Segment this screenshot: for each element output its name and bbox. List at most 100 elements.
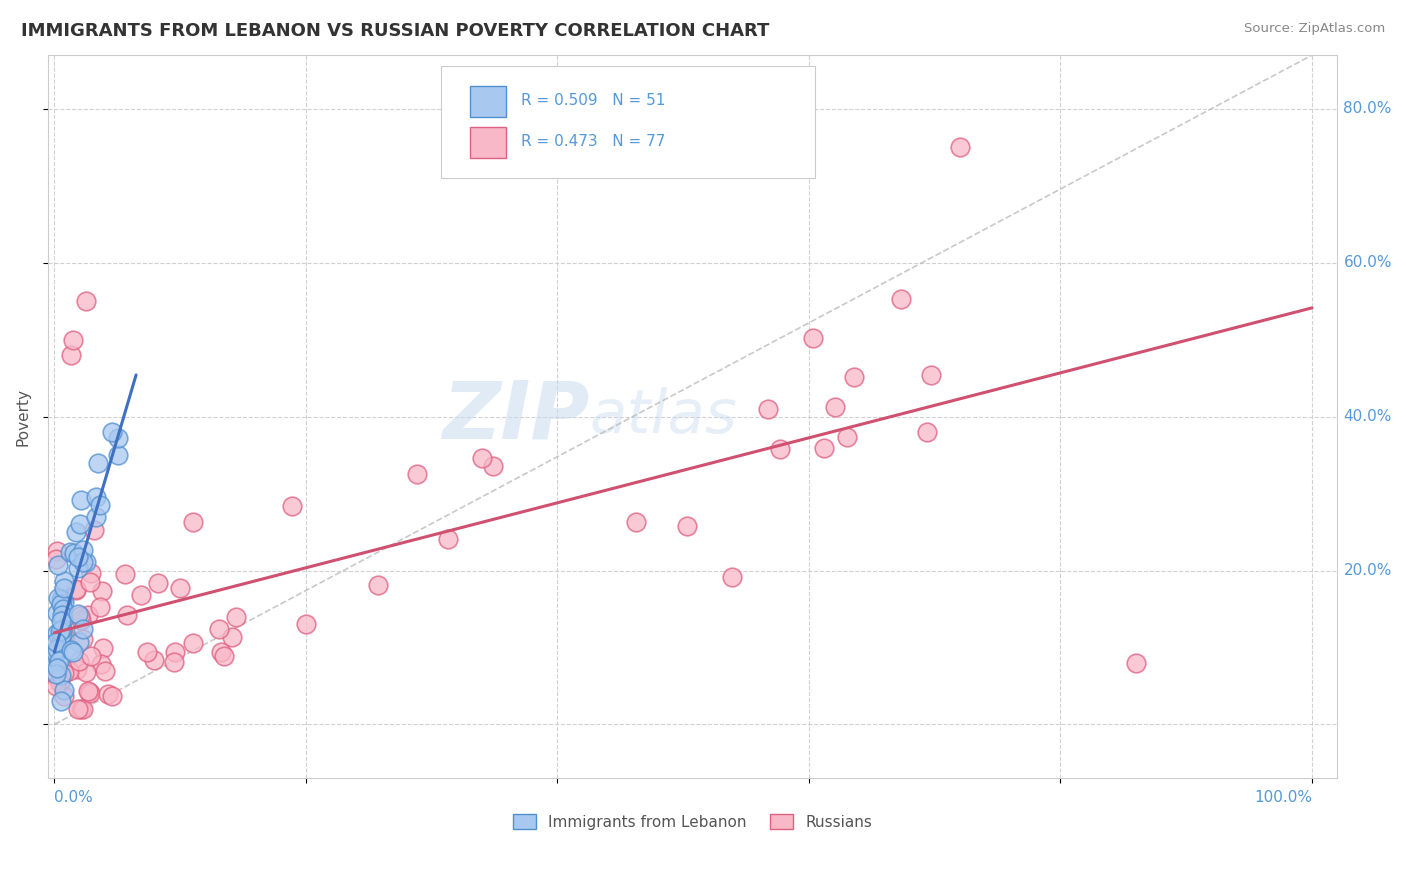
- Text: atlas: atlas: [589, 387, 737, 446]
- Point: [87, 456, 110, 470]
- Point: [146, 575, 169, 590]
- Point: [51, 627, 73, 641]
- FancyBboxPatch shape: [441, 66, 815, 178]
- Text: IMMIGRANTS FROM LEBANON VS RUSSIAN POVERTY CORRELATION CHART: IMMIGRANTS FROM LEBANON VS RUSSIAN POVER…: [21, 22, 769, 40]
- Point: [79, 686, 101, 700]
- Point: [481, 459, 503, 474]
- Point: [45, 646, 67, 660]
- Point: [208, 622, 231, 636]
- Point: [66, 561, 89, 575]
- Point: [48, 655, 70, 669]
- Legend: Immigrants from Lebanon, Russians: Immigrants from Lebanon, Russians: [508, 807, 877, 836]
- Point: [51, 608, 73, 623]
- Point: [79, 575, 101, 590]
- Point: [1125, 656, 1147, 670]
- Point: [51, 591, 73, 606]
- Point: [48, 632, 70, 646]
- Text: ZIP: ZIP: [441, 377, 589, 456]
- Point: [59, 545, 82, 559]
- Point: [835, 430, 858, 444]
- Point: [48, 653, 70, 667]
- Point: [49, 668, 72, 682]
- Point: [45, 635, 67, 649]
- Point: [107, 431, 129, 445]
- Point: [67, 550, 90, 565]
- Point: [52, 614, 75, 628]
- Point: [367, 578, 389, 592]
- Point: [80, 649, 103, 664]
- Text: 20.0%: 20.0%: [1344, 563, 1392, 578]
- Text: Source: ZipAtlas.com: Source: ZipAtlas.com: [1244, 22, 1385, 36]
- Point: [94, 664, 117, 678]
- Point: [51, 694, 73, 708]
- Point: [89, 498, 111, 512]
- Point: [53, 582, 76, 596]
- Point: [53, 683, 76, 698]
- Point: [90, 657, 112, 671]
- Point: [169, 581, 191, 595]
- Point: [221, 630, 243, 644]
- Point: [163, 655, 186, 669]
- Point: [97, 687, 120, 701]
- Text: 60.0%: 60.0%: [1344, 255, 1392, 270]
- Text: R = 0.473   N = 77: R = 0.473 N = 77: [522, 135, 665, 149]
- Point: [165, 645, 187, 659]
- Point: [890, 293, 912, 307]
- Point: [142, 653, 165, 667]
- Point: [69, 613, 91, 627]
- Point: [45, 679, 67, 693]
- Point: [51, 635, 73, 649]
- Point: [91, 640, 114, 655]
- Point: [52, 601, 75, 615]
- Point: [80, 566, 103, 580]
- Point: [72, 555, 94, 569]
- Point: [75, 294, 97, 309]
- Point: [46, 591, 69, 606]
- Point: [59, 348, 82, 362]
- Point: [48, 558, 70, 573]
- Point: [65, 582, 87, 597]
- Point: [209, 645, 232, 659]
- Point: [49, 614, 72, 628]
- Point: [65, 582, 87, 597]
- Point: [100, 425, 122, 439]
- Point: [181, 515, 204, 529]
- Point: [76, 607, 98, 622]
- Point: [406, 467, 429, 481]
- Text: 40.0%: 40.0%: [1344, 409, 1392, 425]
- Point: [129, 588, 152, 602]
- Point: [721, 570, 744, 584]
- Point: [89, 600, 111, 615]
- Point: [52, 690, 75, 704]
- Point: [52, 627, 75, 641]
- Point: [60, 643, 83, 657]
- Point: [77, 684, 100, 698]
- Point: [49, 676, 72, 690]
- Point: [52, 595, 75, 609]
- Text: R = 0.509   N = 51: R = 0.509 N = 51: [522, 93, 665, 108]
- Point: [756, 402, 779, 417]
- Point: [58, 665, 80, 679]
- Text: 100.0%: 100.0%: [1254, 789, 1312, 805]
- Point: [101, 689, 124, 703]
- Point: [75, 665, 97, 679]
- Point: [624, 515, 647, 529]
- Point: [62, 333, 84, 347]
- Point: [135, 645, 157, 659]
- Point: [72, 543, 94, 558]
- Point: [70, 702, 93, 716]
- Point: [69, 492, 91, 507]
- Point: [49, 624, 72, 639]
- Point: [51, 597, 73, 611]
- Point: [225, 610, 247, 624]
- Point: [915, 425, 938, 440]
- Point: [46, 661, 69, 675]
- Point: [69, 635, 91, 649]
- Point: [53, 666, 76, 681]
- Point: [471, 451, 494, 466]
- Point: [45, 667, 67, 681]
- Point: [69, 516, 91, 531]
- Point: [65, 524, 87, 539]
- Point: [62, 645, 84, 659]
- Point: [281, 499, 304, 513]
